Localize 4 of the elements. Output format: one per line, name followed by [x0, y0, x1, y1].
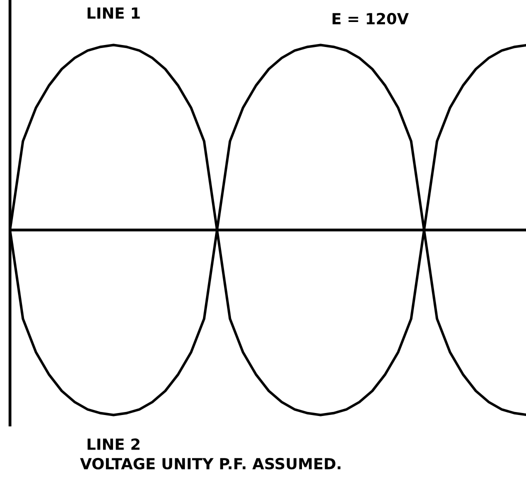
text: LINE 1 [88, 8, 140, 19]
text: E = 120V [332, 12, 409, 24]
series-label: LINE 2 [88, 438, 140, 450]
text: VOLTAGE UNITY P.F. ASSUMED. [80, 458, 340, 470]
